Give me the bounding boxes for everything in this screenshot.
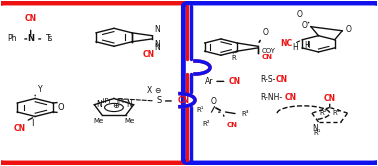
Text: N: N — [154, 43, 160, 52]
Text: I: I — [31, 119, 33, 128]
Text: R-NH-: R-NH- — [260, 93, 282, 102]
Text: CN: CN — [324, 94, 336, 103]
Text: N: N — [154, 41, 160, 49]
Text: N: N — [126, 100, 132, 109]
Text: R²: R² — [202, 121, 210, 126]
Text: R¹: R¹ — [313, 130, 321, 136]
Text: O: O — [301, 21, 307, 30]
Text: CN: CN — [262, 54, 273, 60]
Text: X: X — [147, 86, 152, 95]
Text: S: S — [156, 96, 162, 105]
Text: CN: CN — [25, 14, 37, 23]
Text: ⊕: ⊕ — [112, 101, 119, 110]
Text: O: O — [262, 28, 268, 37]
Text: COY: COY — [262, 48, 276, 54]
Text: N: N — [312, 124, 318, 133]
Text: Ph: Ph — [8, 34, 17, 43]
Text: N: N — [154, 25, 160, 34]
Text: R³: R³ — [333, 110, 340, 116]
FancyBboxPatch shape — [0, 3, 195, 163]
Text: CN: CN — [143, 50, 155, 59]
Text: CN: CN — [228, 77, 240, 86]
Text: O: O — [211, 97, 216, 106]
Text: R¹: R¹ — [197, 107, 204, 113]
Text: Ar: Ar — [205, 77, 214, 86]
Text: ⊖: ⊖ — [155, 86, 161, 95]
Text: Me: Me — [93, 118, 103, 124]
Text: H: H — [304, 41, 310, 50]
Text: CN: CN — [178, 96, 190, 105]
Text: O: O — [345, 25, 351, 35]
Text: ~: ~ — [230, 47, 240, 58]
Text: N: N — [27, 34, 34, 43]
Text: R-S-: R-S- — [260, 75, 276, 84]
Text: R²: R² — [319, 110, 327, 116]
Text: Ts: Ts — [46, 34, 53, 43]
Text: H: H — [293, 43, 299, 52]
Text: Me: Me — [125, 118, 135, 124]
Text: CN: CN — [226, 122, 237, 128]
Text: CN: CN — [14, 124, 26, 133]
Text: O: O — [297, 10, 303, 19]
Text: R³: R³ — [242, 111, 249, 117]
Text: N: N — [96, 100, 102, 109]
Text: CN: CN — [275, 75, 287, 84]
Text: R: R — [231, 55, 236, 61]
FancyBboxPatch shape — [183, 3, 378, 163]
Text: CN: CN — [284, 93, 296, 102]
Text: iPr-: iPr- — [116, 98, 127, 104]
Text: Y: Y — [38, 85, 42, 94]
Text: O: O — [57, 103, 64, 112]
Text: NC: NC — [280, 39, 292, 48]
Text: -iPr: -iPr — [101, 98, 113, 104]
